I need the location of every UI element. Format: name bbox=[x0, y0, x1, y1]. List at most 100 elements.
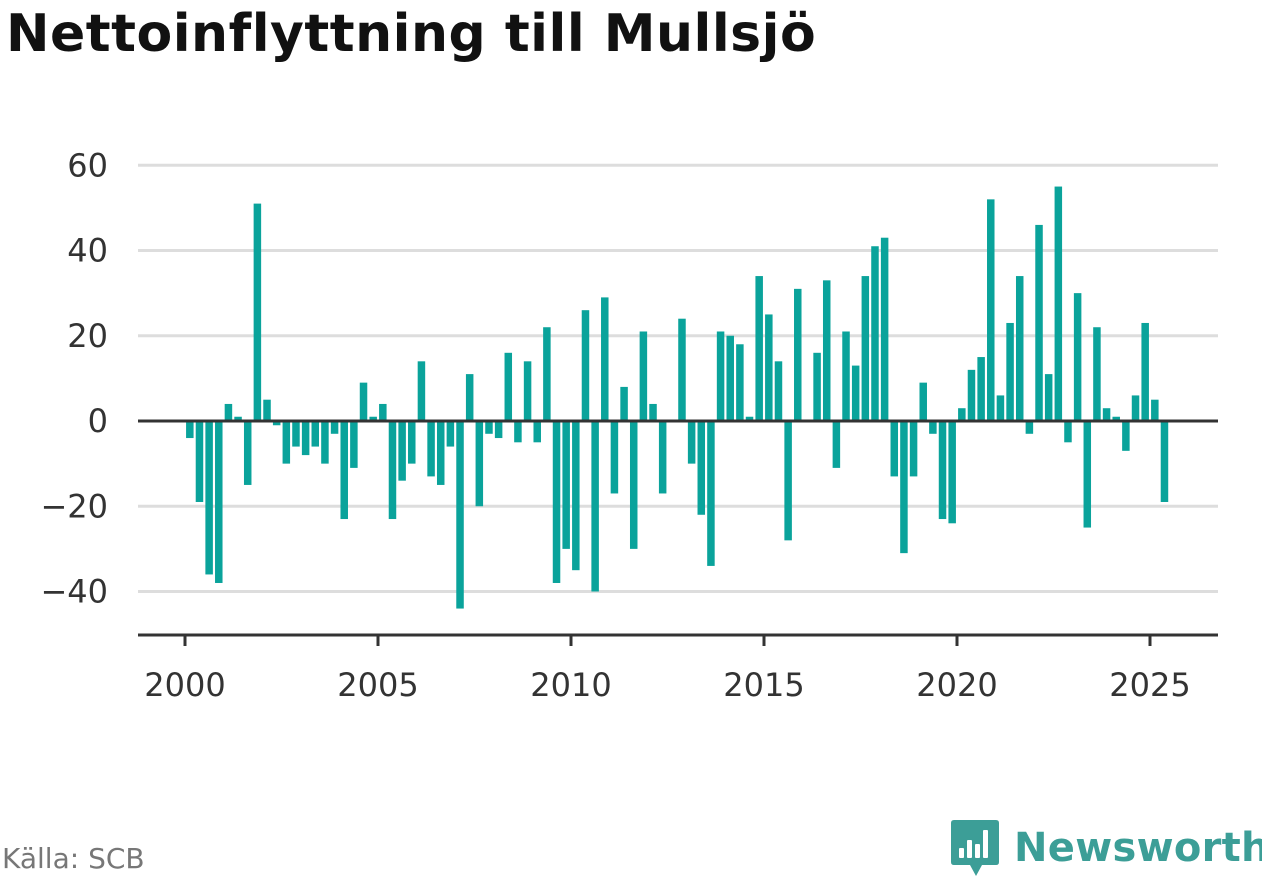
bar bbox=[436, 421, 445, 485]
bar bbox=[475, 421, 484, 507]
bar bbox=[340, 421, 348, 520]
bar bbox=[610, 421, 619, 494]
bar bbox=[1122, 421, 1130, 451]
y-tick-label: −20 bbox=[40, 487, 108, 525]
bar bbox=[186, 421, 194, 439]
bar bbox=[871, 246, 879, 421]
bar bbox=[552, 421, 561, 583]
bar bbox=[369, 416, 377, 421]
bar bbox=[1054, 186, 1063, 421]
bar bbox=[408, 421, 416, 464]
bar bbox=[794, 288, 802, 421]
bar bbox=[591, 421, 599, 592]
bar bbox=[263, 399, 271, 421]
newsworthy-chart-bubble-icon bbox=[951, 820, 999, 876]
brand-name: Newsworthy bbox=[1014, 825, 1262, 871]
bar bbox=[967, 369, 976, 421]
bar bbox=[601, 297, 609, 421]
bar bbox=[1025, 421, 1034, 434]
bar bbox=[1064, 421, 1072, 443]
bar bbox=[890, 421, 899, 477]
bar bbox=[620, 386, 628, 421]
bar bbox=[707, 421, 715, 566]
bar bbox=[253, 203, 262, 421]
bar bbox=[880, 237, 889, 421]
y-tick-label: 20 bbox=[67, 317, 108, 355]
x-tick-label: 2020 bbox=[916, 666, 997, 704]
bar bbox=[726, 335, 734, 421]
bar bbox=[1151, 399, 1159, 421]
bar bbox=[311, 421, 320, 447]
bar bbox=[687, 421, 696, 464]
bar bbox=[234, 416, 242, 421]
bar bbox=[224, 403, 233, 421]
bar bbox=[736, 344, 744, 421]
bar bbox=[996, 395, 1005, 421]
bar bbox=[658, 421, 667, 494]
y-tick-label: 40 bbox=[67, 232, 108, 270]
bar bbox=[494, 421, 503, 439]
y-tick-label: −40 bbox=[40, 573, 108, 611]
bar bbox=[861, 276, 870, 421]
x-tick-label: 2025 bbox=[1109, 666, 1190, 704]
bar bbox=[765, 314, 773, 421]
bar bbox=[523, 361, 532, 421]
bar bbox=[822, 280, 831, 421]
bar bbox=[581, 310, 590, 421]
bar bbox=[697, 421, 706, 515]
bar bbox=[842, 331, 850, 421]
bar bbox=[514, 421, 522, 443]
bar bbox=[243, 421, 252, 485]
bar bbox=[716, 331, 725, 421]
bar bbox=[301, 421, 310, 456]
bar bbox=[1112, 416, 1120, 421]
bar bbox=[958, 408, 966, 421]
bar bbox=[900, 421, 908, 554]
bar bbox=[350, 421, 358, 468]
brand-logo: Newsworthy bbox=[950, 818, 1262, 878]
bar bbox=[272, 421, 281, 426]
bar bbox=[909, 421, 918, 477]
bar bbox=[456, 421, 464, 609]
bar bbox=[1035, 224, 1043, 421]
bar bbox=[629, 421, 638, 549]
bar bbox=[379, 403, 387, 421]
source-note: Källa: SCB bbox=[2, 842, 145, 875]
bar bbox=[784, 421, 792, 541]
bar bbox=[330, 421, 339, 434]
bar bbox=[813, 352, 821, 421]
bar bbox=[1006, 322, 1014, 421]
bar bbox=[359, 382, 368, 421]
bar bbox=[938, 421, 947, 520]
bar bbox=[215, 421, 223, 583]
bar bbox=[745, 416, 754, 421]
bar bbox=[1102, 408, 1111, 421]
bar bbox=[1015, 276, 1024, 421]
bar bbox=[321, 421, 329, 464]
bar bbox=[543, 327, 551, 421]
x-tick-label: 2005 bbox=[337, 666, 418, 704]
bar bbox=[977, 357, 985, 421]
x-tick-label: 2000 bbox=[144, 666, 225, 704]
bar bbox=[195, 421, 204, 502]
bar bbox=[948, 421, 956, 524]
bar bbox=[1160, 421, 1169, 502]
bar bbox=[485, 421, 493, 434]
bar bbox=[282, 421, 291, 464]
bar bbox=[417, 361, 426, 421]
y-tick-label: 0 bbox=[88, 402, 108, 440]
bar bbox=[1131, 395, 1140, 421]
bar bbox=[851, 365, 860, 421]
bar bbox=[205, 421, 213, 575]
bar bbox=[427, 421, 435, 477]
bar bbox=[388, 421, 397, 520]
y-tick-label: 60 bbox=[67, 146, 108, 184]
bar bbox=[572, 421, 580, 571]
bar bbox=[292, 421, 300, 447]
bar bbox=[774, 361, 783, 421]
bar bbox=[1083, 421, 1092, 528]
bar bbox=[446, 421, 455, 447]
bar bbox=[533, 421, 541, 443]
bar bbox=[562, 421, 570, 549]
x-tick-label: 2010 bbox=[530, 666, 611, 704]
